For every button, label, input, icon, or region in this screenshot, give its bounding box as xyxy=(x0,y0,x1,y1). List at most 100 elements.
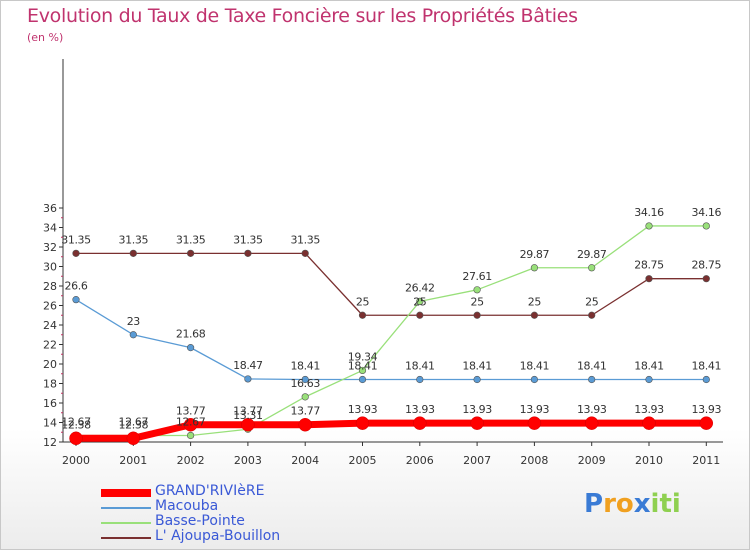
chart-title: Evolution du Taux de Taxe Foncière sur l… xyxy=(27,5,578,27)
data-label: 31.35 xyxy=(119,233,149,246)
y-tick-label: 32 xyxy=(43,241,57,254)
data-label: 16.63 xyxy=(290,377,320,390)
data-label: 27.61 xyxy=(462,270,492,283)
data-point xyxy=(588,375,596,384)
y-tick-label: 12 xyxy=(43,436,57,449)
data-point xyxy=(702,222,710,230)
data-label: 12.38 xyxy=(61,418,91,431)
data-point xyxy=(358,375,367,384)
legend-swatch xyxy=(101,489,151,497)
logo-letter: t xyxy=(659,489,672,519)
data-point xyxy=(530,311,539,319)
x-tick-label: 2007 xyxy=(463,454,491,467)
proxiti-logo: Proxiti xyxy=(584,489,681,519)
data-point xyxy=(530,264,539,272)
data-point xyxy=(129,249,137,257)
data-point xyxy=(301,249,309,257)
y-tick-label: 26 xyxy=(43,300,57,313)
data-label: 18.41 xyxy=(520,360,550,373)
x-tick-label: 2002 xyxy=(177,454,205,467)
data-point xyxy=(72,249,80,257)
data-point xyxy=(187,431,195,440)
data-point xyxy=(244,375,252,383)
legend-swatch xyxy=(101,507,151,509)
data-point xyxy=(416,297,424,306)
data-point xyxy=(416,375,424,384)
data-point xyxy=(584,416,599,430)
data-point xyxy=(702,275,710,283)
y-tick-label: 16 xyxy=(43,397,57,410)
data-label: 18.41 xyxy=(405,360,435,373)
data-label: 18.41 xyxy=(692,360,722,373)
data-label: 26.42 xyxy=(405,281,435,294)
data-label: 23 xyxy=(127,315,141,328)
data-label: 13.77 xyxy=(290,405,320,418)
data-label: 18.41 xyxy=(348,360,378,373)
data-label: 18.41 xyxy=(634,360,664,373)
data-label: 21.68 xyxy=(176,328,206,341)
data-point xyxy=(702,375,710,384)
logo-letter: r xyxy=(603,489,616,519)
x-tick-label: 2006 xyxy=(406,454,434,467)
data-label: 12.38 xyxy=(119,418,149,431)
y-tick-label: 22 xyxy=(43,339,57,352)
y-tick-label: 28 xyxy=(43,280,57,293)
legend-label: L' Ajoupa-Bouillon xyxy=(155,528,281,544)
chart-subtitle: (en %) xyxy=(27,31,64,44)
series-line xyxy=(76,419,707,442)
x-tick-label: 2010 xyxy=(635,454,663,467)
data-point xyxy=(588,264,596,272)
data-label: 25 xyxy=(585,295,599,308)
y-tick-label: 24 xyxy=(43,319,57,332)
data-point xyxy=(187,344,195,352)
data-point xyxy=(473,311,481,319)
data-point xyxy=(69,431,83,446)
data-label: 25 xyxy=(470,295,484,308)
logo-letter: P xyxy=(584,489,604,519)
data-point xyxy=(126,431,141,446)
x-tick-label: 2000 xyxy=(62,454,90,467)
data-point xyxy=(473,286,481,294)
y-tick-label: 18 xyxy=(43,378,57,391)
data-point xyxy=(699,416,714,430)
legend-label: GRAND'RIVIèRE xyxy=(155,483,265,499)
data-label: 13.93 xyxy=(692,403,722,416)
data-point xyxy=(244,249,252,257)
data-label: 31.35 xyxy=(233,233,263,246)
data-point xyxy=(645,375,653,384)
y-tick-label: 30 xyxy=(43,261,57,274)
data-label: 25 xyxy=(413,295,427,308)
legend-label: Basse-Pointe xyxy=(155,513,245,529)
data-label: 26.6 xyxy=(65,280,88,293)
data-label: 18.41 xyxy=(462,360,492,373)
data-point xyxy=(645,275,653,283)
data-label: 12.67 xyxy=(61,415,91,428)
data-point xyxy=(413,416,427,430)
data-label: 18.47 xyxy=(233,359,263,372)
data-point xyxy=(298,417,312,432)
data-label: 13.31 xyxy=(233,409,263,422)
data-label: 13.93 xyxy=(462,403,492,416)
x-tick-label: 2008 xyxy=(520,454,548,467)
data-point xyxy=(358,311,367,319)
data-label: 34.16 xyxy=(634,206,664,219)
data-label: 13.77 xyxy=(176,405,206,418)
y-tick-label: 20 xyxy=(43,358,57,371)
legend-swatch xyxy=(101,522,151,524)
data-point xyxy=(241,417,255,432)
legend-swatch xyxy=(101,537,151,539)
x-tick-label: 2001 xyxy=(119,454,147,467)
data-point xyxy=(187,249,195,257)
data-label: 12.67 xyxy=(176,415,206,428)
y-tick-label: 34 xyxy=(43,222,57,235)
x-tick-label: 2003 xyxy=(234,454,262,467)
logo-letter: x xyxy=(633,489,651,519)
data-label: 34.16 xyxy=(692,206,722,219)
data-point xyxy=(588,311,596,319)
data-label: 28.75 xyxy=(692,259,722,272)
series-line xyxy=(76,252,707,316)
data-label: 13.93 xyxy=(520,403,550,416)
legend-label: Macouba xyxy=(155,498,219,514)
